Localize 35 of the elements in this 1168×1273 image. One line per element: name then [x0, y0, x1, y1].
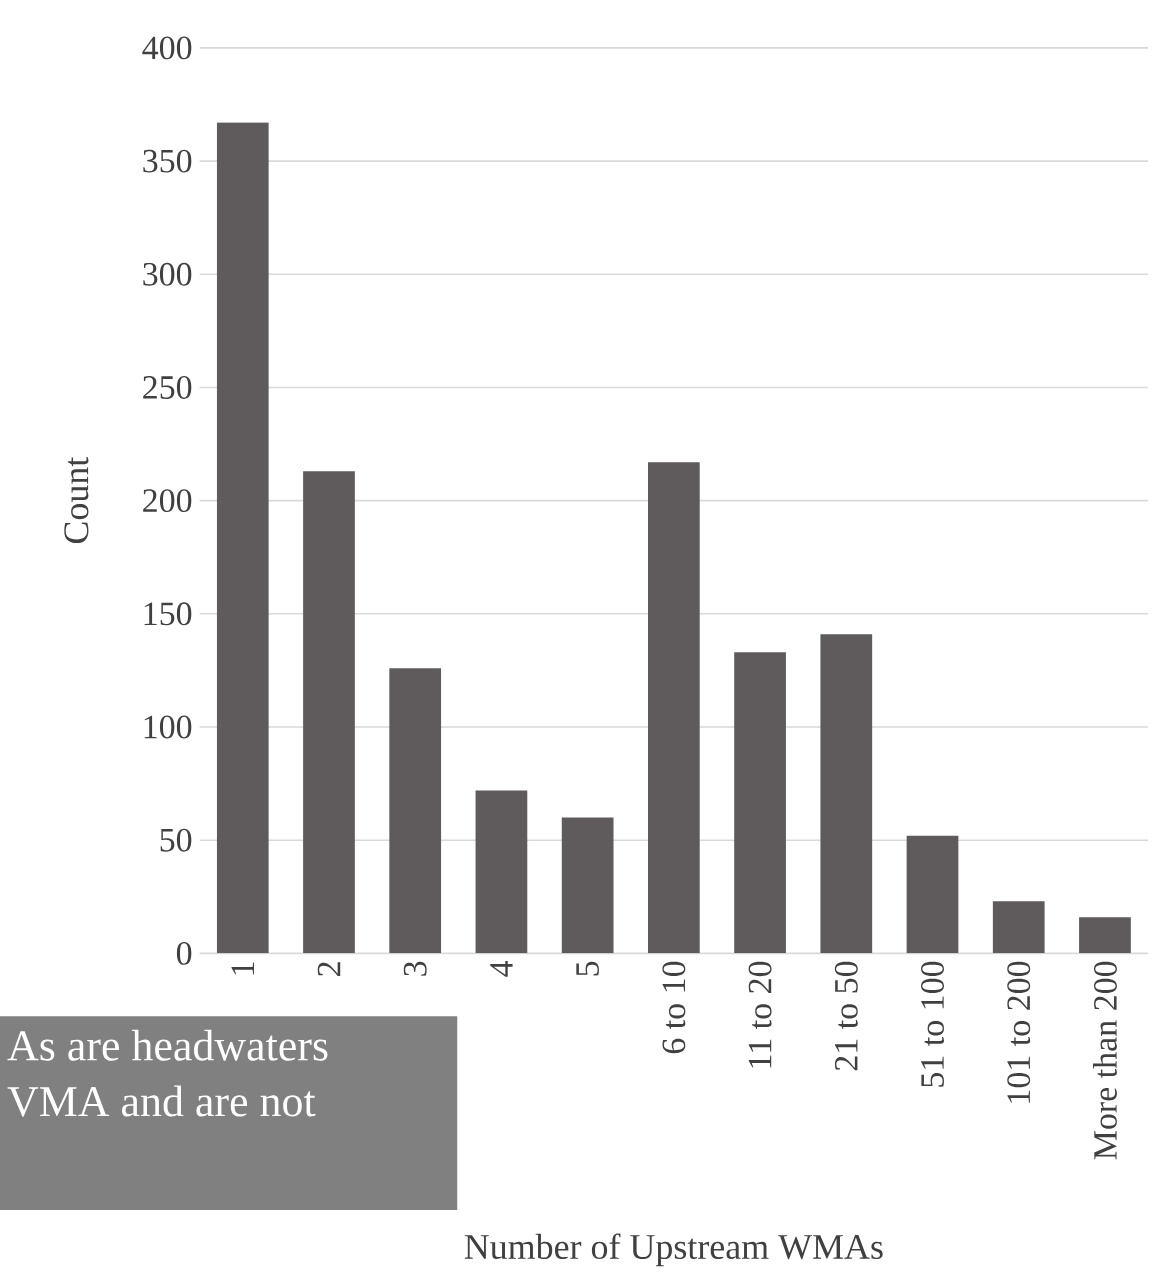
bar	[647, 462, 700, 954]
y-tick-label: 150	[144, 602, 192, 626]
x-tick-label: 4	[490, 960, 513, 977]
bar	[992, 901, 1045, 954]
text: As are headwaters	[7, 1029, 328, 1061]
x-axis-title: Number of Upstream WMAs	[464, 1233, 883, 1267]
y-tick-label: 0	[176, 941, 192, 965]
x-tick-label: More than 200	[1093, 961, 1117, 1160]
x-tick-label: 11 to 20	[748, 961, 772, 1068]
x-tick-label: 5	[576, 961, 599, 976]
y-tick-label: 250	[143, 376, 192, 399]
y-tick-label: 200	[143, 489, 192, 513]
y-tick-label: 400	[142, 36, 192, 60]
bar	[561, 817, 614, 954]
x-tick-label: 1	[231, 962, 254, 975]
bar	[734, 652, 786, 954]
bar	[1079, 917, 1131, 954]
x-tick-label: 101 to 200	[1007, 961, 1031, 1103]
x-tick-label: 51 to 100	[921, 961, 944, 1087]
y-tick-label: 100	[144, 715, 192, 739]
y-axis-title: Count	[64, 456, 89, 544]
bar	[475, 790, 528, 954]
x-tick-label: 6 to 10	[662, 961, 686, 1054]
x-tick-label: 2	[317, 962, 341, 976]
bar	[303, 471, 355, 954]
text: VMA and are not	[7, 1085, 316, 1117]
bar	[906, 835, 959, 954]
bar	[389, 668, 442, 954]
x-tick-label: 21 to 50	[834, 961, 858, 1071]
y-tick-label: 300	[143, 262, 192, 286]
bar	[216, 122, 269, 954]
y-tick-label: 350	[143, 149, 192, 173]
y-tick-label: 50	[160, 828, 192, 852]
x-tick-label: 3	[403, 961, 427, 976]
bar	[820, 634, 873, 954]
